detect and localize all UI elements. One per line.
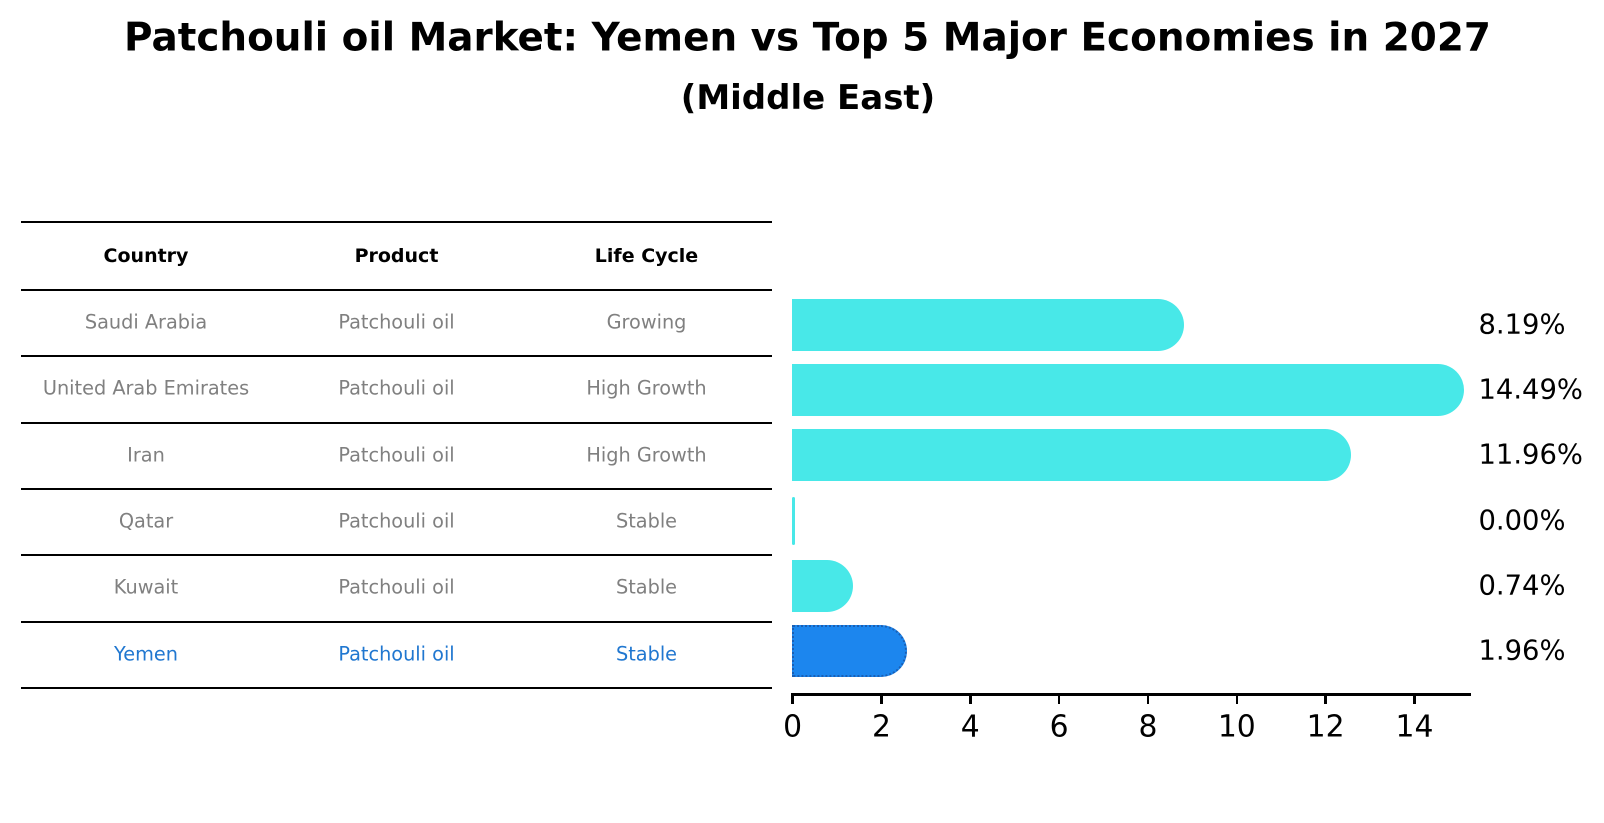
x-axis-tick-label: 2 xyxy=(871,709,891,745)
table-cell-product-yemen: Patchouli oil xyxy=(338,642,455,666)
x-axis-line xyxy=(791,693,1471,696)
x-axis-tick-label: 12 xyxy=(1306,709,1345,745)
table-cell-life-cycle-iran: High Growth xyxy=(586,443,707,467)
table-cell-life-cycle-united-arab-emirates: High Growth xyxy=(586,376,707,400)
table-grid-line xyxy=(21,355,772,357)
chart-subtitle: (Middle East) xyxy=(680,77,936,118)
bar-qatar xyxy=(792,496,795,545)
x-axis-tick xyxy=(1235,694,1239,704)
table-header-product: Product xyxy=(354,244,439,267)
table-cell-life-cycle-qatar: Stable xyxy=(615,509,678,533)
table-grid-line xyxy=(21,488,772,490)
bar-united-arab-emirates xyxy=(792,364,1464,417)
bar-saudi-arabia xyxy=(792,298,1184,351)
bar-iran xyxy=(792,429,1352,482)
table-cell-product-qatar: Patchouli oil xyxy=(338,509,455,533)
x-axis-tick-label: 6 xyxy=(1049,709,1069,745)
bar-kuwait xyxy=(792,560,853,612)
table-cell-product-kuwait: Patchouli oil xyxy=(338,575,455,599)
x-axis-tick-label: 10 xyxy=(1217,709,1256,745)
table-cell-product-saudi-arabia: Patchouli oil xyxy=(338,310,455,334)
table-header-country: Country xyxy=(103,244,189,267)
x-axis-tick xyxy=(880,694,883,704)
table-cell-life-cycle-saudi-arabia: Growing xyxy=(606,310,687,334)
table-grid-line xyxy=(21,620,772,623)
table-cell-country-yemen: Yemen xyxy=(114,642,178,666)
bar-value-label-yemen: 1.96% xyxy=(1478,635,1566,667)
table-cell-country-kuwait: Kuwait xyxy=(113,575,179,599)
table-cell-life-cycle-kuwait: Stable xyxy=(615,575,678,599)
x-axis-tick xyxy=(1413,694,1416,704)
x-axis-tick-label: 4 xyxy=(960,709,980,745)
table-grid-line xyxy=(21,421,772,424)
table-cell-product-united-arab-emirates: Patchouli oil xyxy=(338,376,455,400)
bar-value-label-iran: 11.96% xyxy=(1478,439,1583,471)
bar-value-label-saudi-arabia: 8.19% xyxy=(1478,309,1566,341)
table-grid-line xyxy=(21,289,772,291)
table-cell-country-united-arab-emirates: United Arab Emirates xyxy=(42,376,250,400)
table-cell-country-saudi-arabia: Saudi Arabia xyxy=(84,310,208,334)
table-grid-line xyxy=(21,554,772,556)
bar-value-label-united-arab-emirates: 14.49% xyxy=(1478,374,1583,406)
table-grid-line xyxy=(21,687,772,689)
chart-title: Patchouli oil Market: Yemen vs Top 5 Maj… xyxy=(124,15,1491,61)
x-axis-tick-label: 8 xyxy=(1138,709,1158,745)
x-axis-tick-label: 0 xyxy=(783,709,803,745)
table-cell-life-cycle-yemen: Stable xyxy=(615,642,678,666)
x-axis-tick xyxy=(1057,694,1061,704)
x-axis-tick xyxy=(791,694,794,704)
bar-yemen xyxy=(792,625,908,678)
bar-value-label-kuwait: 0.74% xyxy=(1478,570,1566,602)
table-cell-product-iran: Patchouli oil xyxy=(338,443,455,467)
x-axis-tick xyxy=(1146,694,1150,704)
table-cell-country-iran: Iran xyxy=(127,443,165,467)
x-axis-tick xyxy=(1324,694,1327,704)
x-axis-tick-label: 14 xyxy=(1395,709,1434,745)
table-cell-country-qatar: Qatar xyxy=(118,509,174,533)
table-header-life-cycle: Life Cycle xyxy=(594,244,699,267)
table-grid-line xyxy=(21,221,772,223)
x-axis-tick xyxy=(969,694,972,704)
bar-value-label-qatar: 0.00% xyxy=(1478,505,1566,537)
